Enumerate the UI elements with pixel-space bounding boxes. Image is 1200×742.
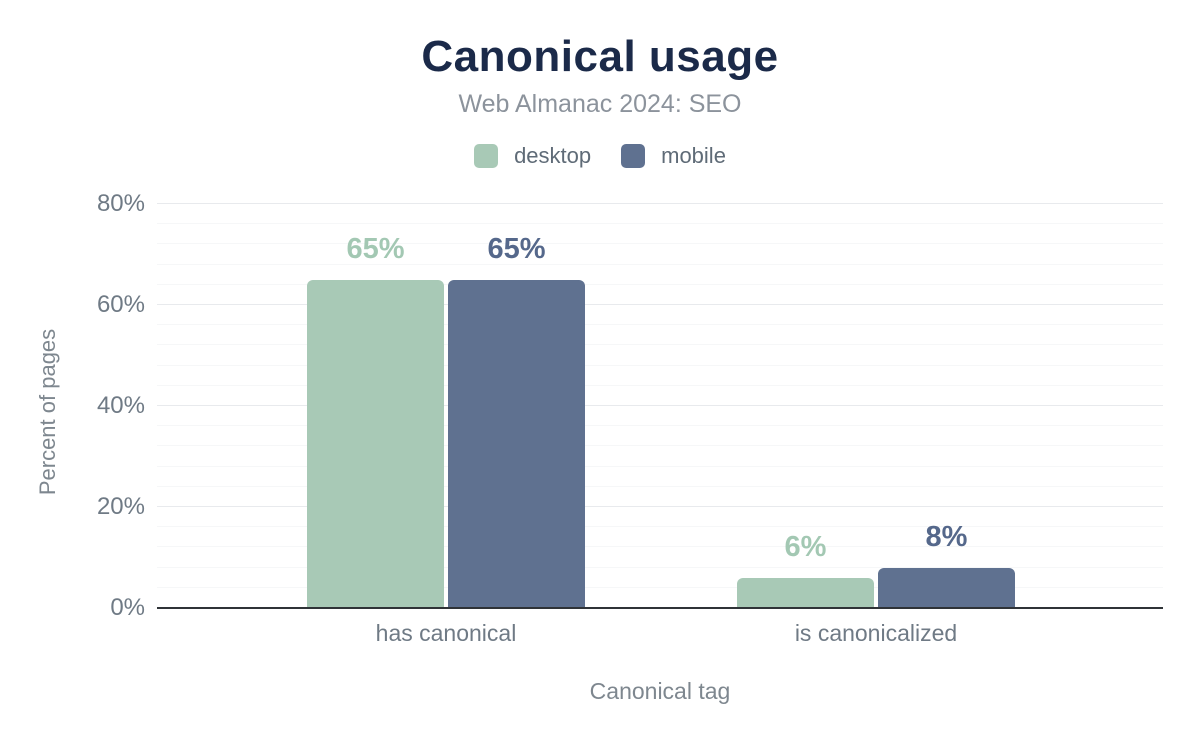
minor-gridline	[157, 445, 1163, 447]
minor-gridline	[157, 243, 1163, 245]
minor-gridline	[157, 546, 1163, 548]
minor-gridline	[157, 283, 1163, 285]
bar-mobile-has-canonical[interactable]	[448, 279, 585, 608]
y-tick-label: 20%	[96, 493, 145, 520]
legend-label-desktop: desktop	[514, 143, 592, 168]
minor-gridline	[157, 324, 1163, 326]
major-gridline	[157, 405, 1163, 406]
bar-mobile-is-canonicalized[interactable]	[878, 567, 1015, 608]
y-tick-label: 80%	[96, 190, 145, 217]
y-tick-label: 0%	[110, 594, 145, 621]
minor-gridline	[157, 586, 1163, 588]
minor-gridline	[157, 263, 1163, 265]
minor-gridline	[157, 425, 1163, 427]
major-gridline	[157, 203, 1163, 204]
minor-gridline	[157, 526, 1163, 528]
minor-gridline	[157, 344, 1163, 346]
minor-gridline	[157, 364, 1163, 366]
bar-value-label-mobile-has-canonical: 65%	[487, 232, 546, 265]
bar-value-label-desktop-has-canonical: 65%	[346, 232, 405, 265]
legend-swatch-mobile	[621, 144, 646, 168]
legend-label-mobile: mobile	[661, 143, 726, 168]
x-axis-line	[157, 607, 1163, 609]
minor-gridline	[157, 384, 1163, 386]
legend-item-mobile[interactable]: mobile	[621, 143, 726, 169]
minor-gridline	[157, 485, 1163, 487]
chart-subtitle: Web Almanac 2024: SEO	[458, 90, 742, 118]
bar-desktop-is-canonicalized[interactable]	[737, 577, 874, 608]
bar-value-label-desktop-is-canonicalized: 6%	[784, 530, 827, 563]
x-axis-title: Canonical tag	[589, 678, 731, 704]
y-tick-label: 60%	[96, 291, 145, 318]
major-gridline	[157, 506, 1163, 507]
minor-gridline	[157, 566, 1163, 568]
legend: desktop mobile	[0, 143, 1200, 169]
bar-value-label-mobile-is-canonicalized: 8%	[925, 520, 968, 553]
minor-gridline	[157, 223, 1163, 225]
major-gridline	[157, 304, 1163, 305]
bar-desktop-has-canonical[interactable]	[307, 279, 444, 608]
y-tick-label: 40%	[96, 392, 145, 419]
category-label-has-canonical: has canonical	[375, 620, 517, 646]
category-label-is-canonicalized: is canonicalized	[794, 620, 958, 646]
legend-swatch-desktop	[474, 144, 499, 168]
chart-title: Canonical usage	[421, 32, 779, 81]
minor-gridline	[157, 465, 1163, 467]
legend-item-desktop[interactable]: desktop	[474, 143, 591, 169]
plot-area: 0% 20% 40% 60% 80% 65% 65% has canonical 6% 8% is …	[97, 190, 1163, 646]
